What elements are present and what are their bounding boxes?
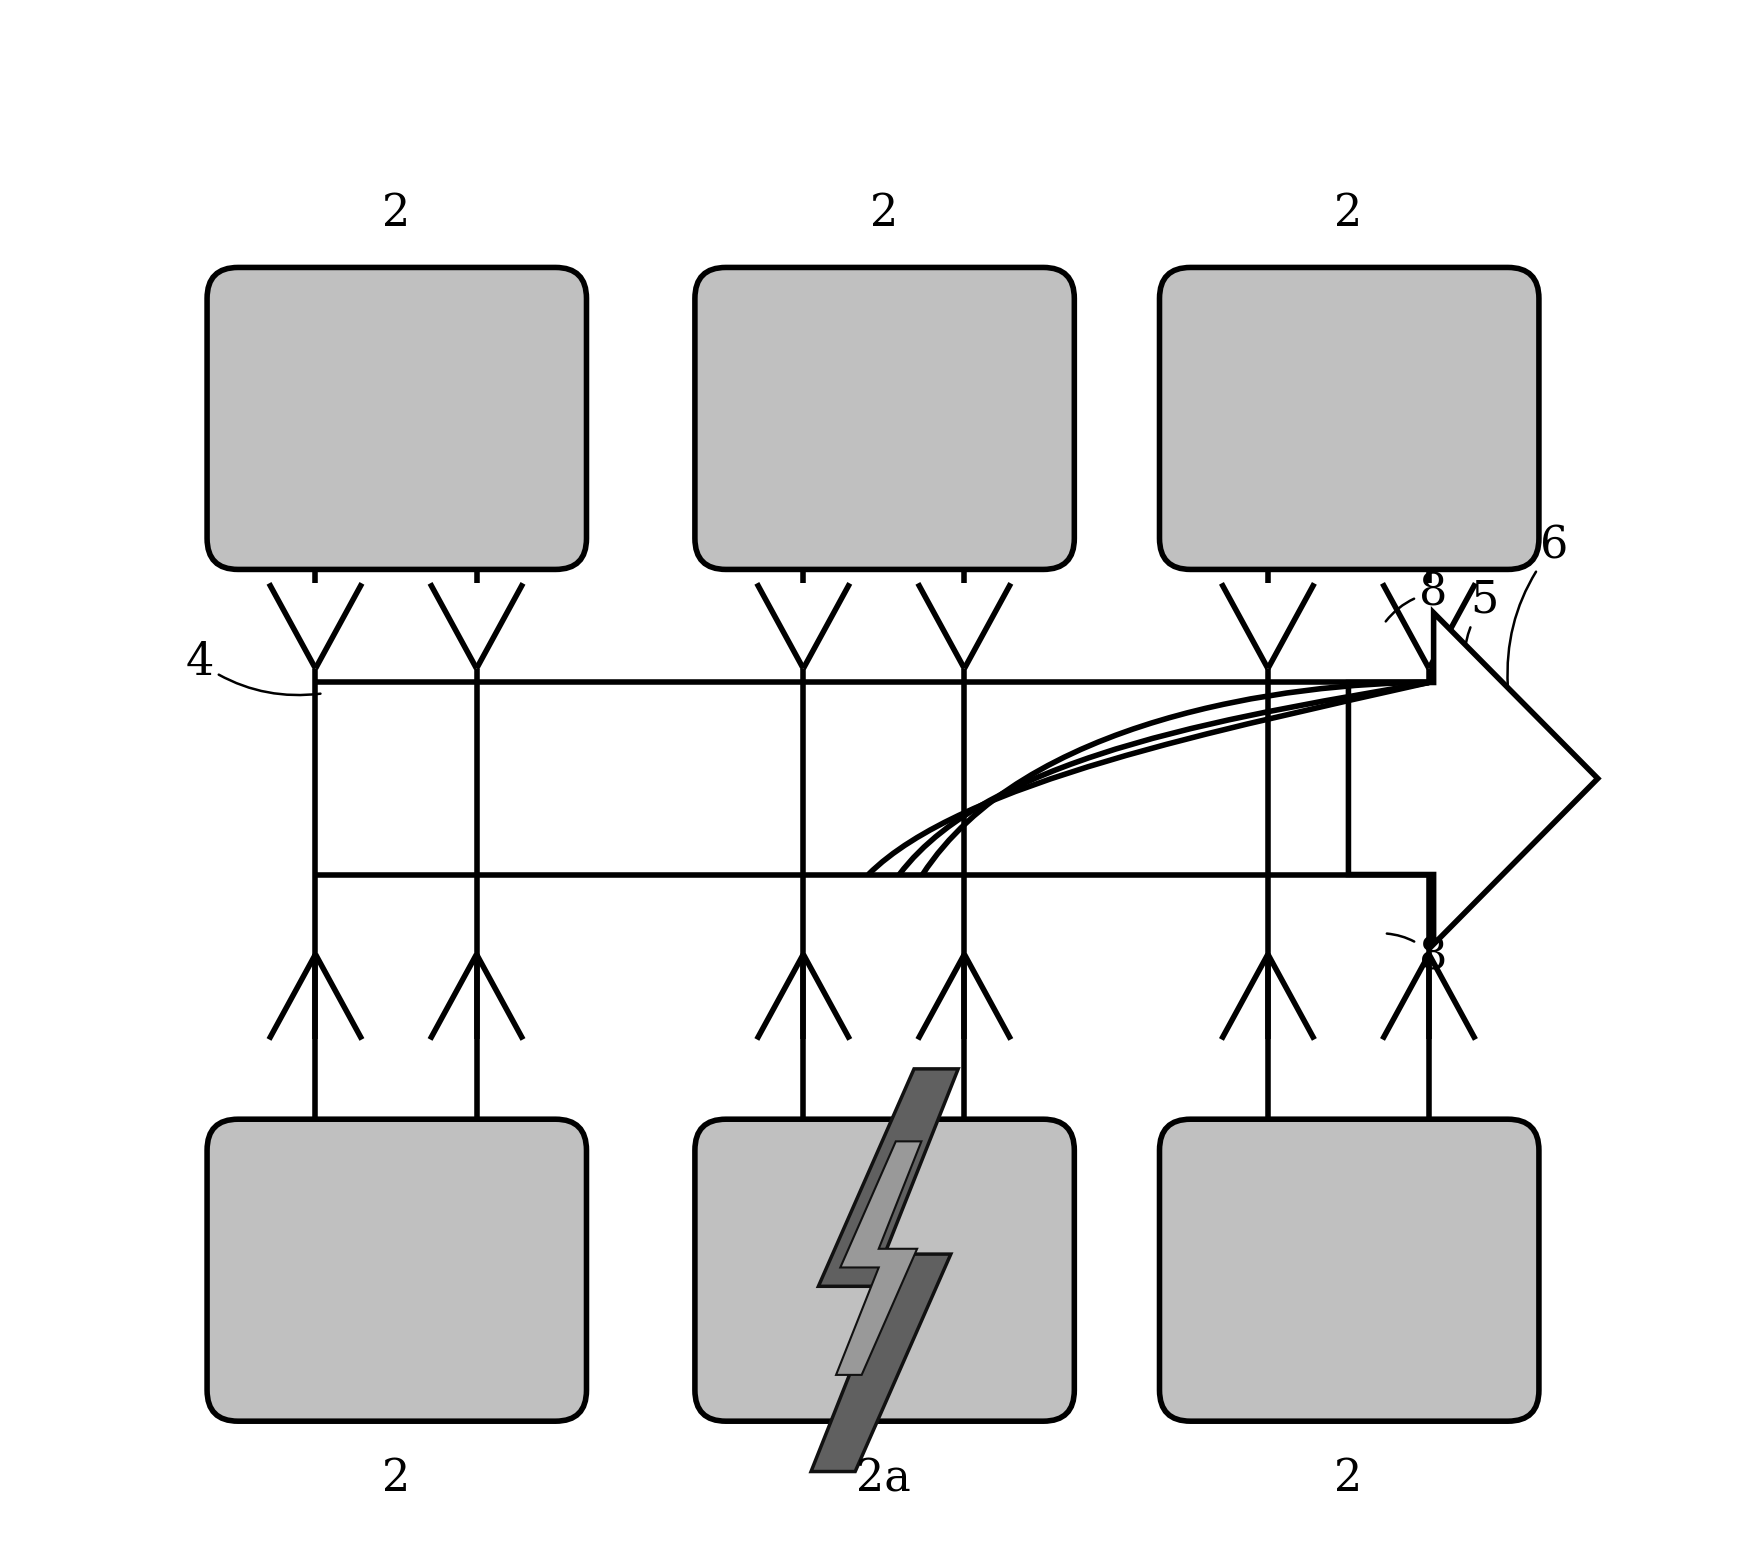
- FancyBboxPatch shape: [1159, 1119, 1538, 1422]
- Text: 4: 4: [185, 641, 321, 694]
- Polygon shape: [812, 1068, 959, 1471]
- Text: 6: 6: [1507, 525, 1568, 687]
- FancyBboxPatch shape: [208, 268, 587, 570]
- FancyBboxPatch shape: [1159, 268, 1538, 570]
- Text: 8: 8: [1386, 571, 1447, 621]
- Text: 2: 2: [870, 192, 897, 235]
- Text: 8: 8: [1386, 934, 1447, 978]
- FancyBboxPatch shape: [208, 1119, 587, 1422]
- Polygon shape: [836, 1141, 922, 1375]
- Text: 2: 2: [382, 192, 410, 235]
- Text: 2: 2: [382, 1457, 410, 1499]
- Text: 5: 5: [1463, 579, 1498, 687]
- FancyBboxPatch shape: [695, 1119, 1074, 1422]
- Text: 2: 2: [1334, 1457, 1362, 1499]
- Text: 2: 2: [1334, 192, 1362, 235]
- FancyBboxPatch shape: [695, 268, 1074, 570]
- Polygon shape: [1348, 613, 1598, 944]
- Text: 2a: 2a: [857, 1457, 911, 1499]
